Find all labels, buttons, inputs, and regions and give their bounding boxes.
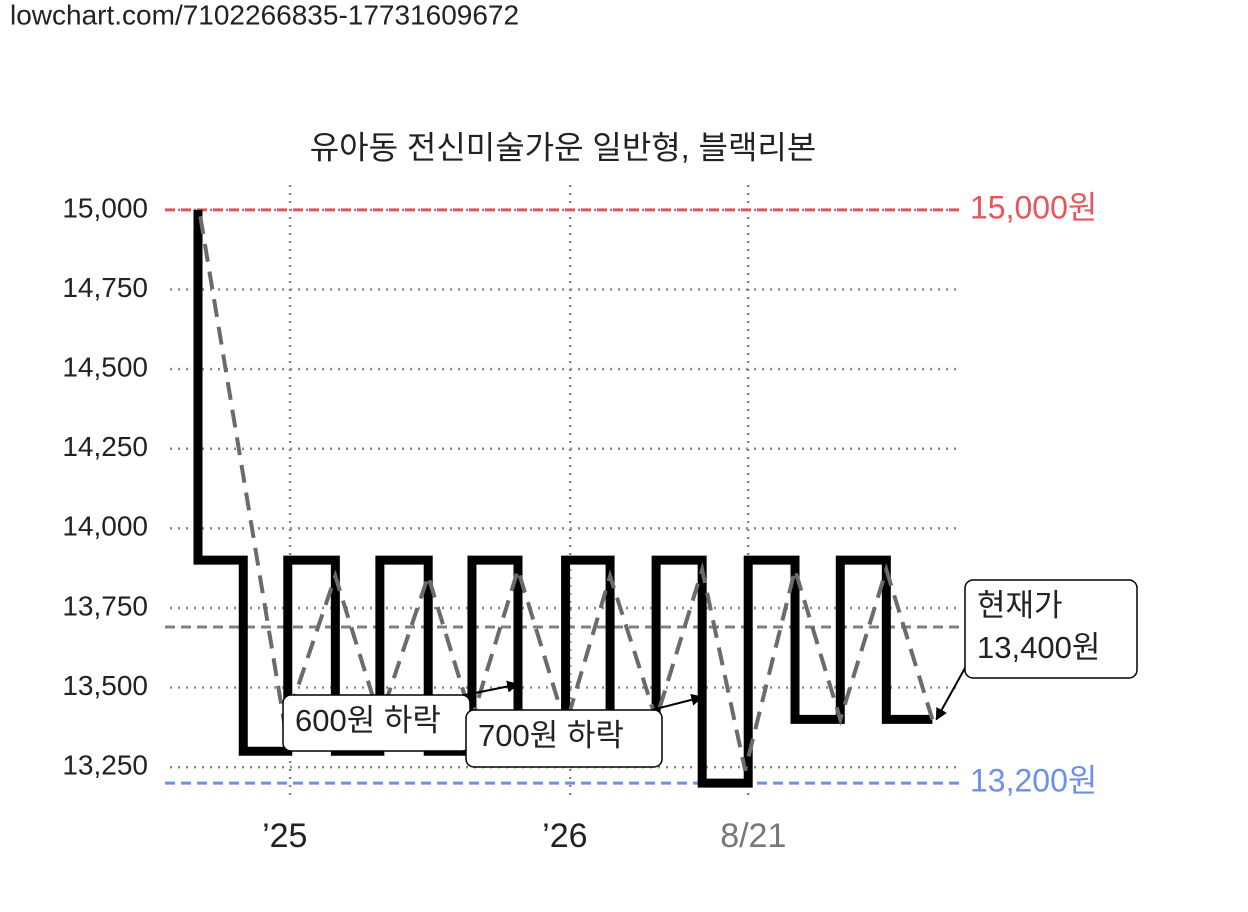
- annotation-box: [465, 709, 663, 768]
- annotation-text: 13,400원: [977, 630, 1100, 665]
- x-tick-label: ’26: [542, 817, 587, 855]
- y-tick-label: 15,000: [62, 192, 148, 223]
- trend-line: [198, 215, 935, 771]
- y-tick-label: 14,500: [62, 352, 148, 383]
- y-tick-label: 13,500: [62, 670, 148, 701]
- x-tick-label: 8/21: [720, 817, 786, 855]
- url: lowchart.com/7102266835-17731609672: [10, 0, 519, 30]
- reference-label: 15,000원: [970, 189, 1097, 225]
- annotation-text: 600원 하락: [295, 703, 441, 738]
- x-tick-label: ’25: [262, 817, 307, 855]
- y-tick-label: 13,750: [62, 590, 148, 621]
- chart-title: 유아동 전신미술가운 일반형, 블랙리본: [310, 129, 817, 165]
- annotation-text: 현재가: [977, 588, 1063, 623]
- annotation-arrow: [935, 667, 966, 721]
- annotation-box: [964, 579, 1138, 679]
- y-tick-label: 13,250: [62, 750, 148, 781]
- y-tick-label: 14,000: [62, 511, 148, 542]
- annotation-text: 700원 하락: [478, 718, 624, 753]
- y-tick-label: 14,750: [62, 272, 148, 303]
- reference-label: 13,200원: [970, 763, 1097, 799]
- y-tick-label: 14,250: [62, 431, 148, 462]
